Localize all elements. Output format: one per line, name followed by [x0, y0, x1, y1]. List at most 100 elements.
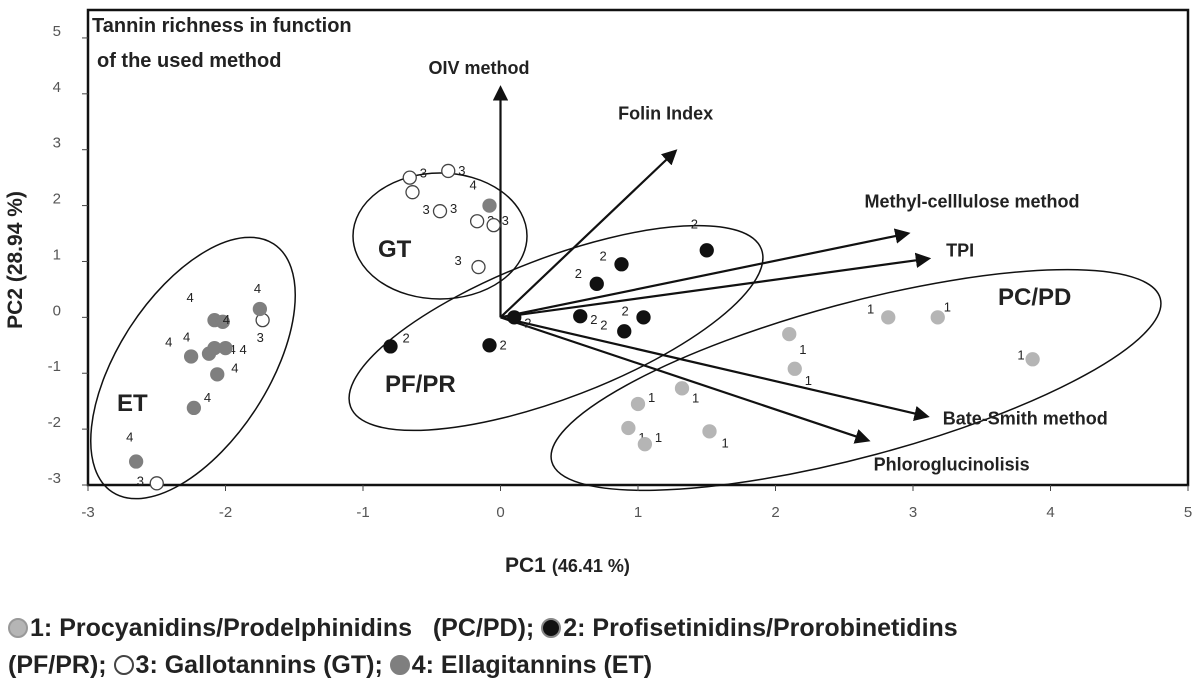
point-series-1 [621, 420, 636, 436]
vector-label: Bate-Smith method [943, 408, 1108, 428]
point-label: 3 [455, 253, 462, 268]
point-label: 4 [165, 334, 172, 349]
legend-swatch-et [389, 655, 410, 675]
point-series-2 [573, 309, 588, 324]
point-series-3 [486, 217, 501, 233]
point-series-2 [617, 324, 632, 339]
group-ellipse-et [90, 236, 296, 500]
legend-line-2: (PF/PR); 3: Gallotannins (GT); 4: Ellagi… [8, 647, 1198, 684]
group-label-gt: GT [378, 236, 412, 263]
point-series-1 [630, 396, 646, 412]
point-series-3 [469, 214, 485, 229]
point-series-1 [881, 310, 896, 325]
legend-item-pc-pd: 1: Procyanidins/Prodelphinidins (PC/PD); [8, 614, 534, 642]
x-axis-label-pct: (46.41 %) [552, 556, 630, 576]
point-label: 1 [655, 430, 662, 445]
y-tick-label: 4 [53, 79, 61, 96]
legend-item-et: 4: Ellagitannins (ET) [389, 651, 653, 679]
vector-label: Folin Index [618, 103, 713, 123]
point-label: 3 [423, 202, 430, 217]
loading-vector [500, 316, 871, 444]
point-label: 3 [257, 330, 264, 345]
y-tick-label: 1 [53, 246, 61, 263]
point-series-4 [128, 454, 144, 469]
point-label: 3 [420, 166, 427, 181]
point-series-2 [614, 257, 629, 272]
point-label: 4 [254, 281, 261, 296]
point-series-2 [507, 310, 522, 325]
y-tick-label: 2 [53, 191, 61, 208]
vector-label: TPI [946, 241, 974, 261]
legend-item-pf-pr: 2: Profisetinidins/Prorobinetidins [541, 614, 958, 642]
point-label: 4 [223, 312, 230, 327]
x-tick-label: -2 [219, 504, 232, 521]
point-label: 4 [187, 290, 194, 305]
point-label: 1 [638, 430, 645, 445]
y-tick-label: -1 [48, 358, 61, 375]
point-label: 1 [799, 342, 806, 357]
point-label: 2 [600, 317, 607, 332]
x-tick-label: 4 [1046, 504, 1054, 521]
y-tick-label: 3 [53, 135, 61, 152]
point-label: 4 [470, 178, 477, 193]
legend: 1: Procyanidins/Prodelphinidins (PC/PD);… [8, 610, 1198, 684]
point-series-3 [441, 163, 456, 179]
y-tick-label: -2 [48, 414, 61, 431]
point-label: 3 [502, 213, 509, 228]
legend-text-et: Ellagitannins (ET) [440, 651, 653, 679]
legend-num-1: 1: [30, 614, 53, 642]
point-label: 1 [805, 373, 812, 388]
x-tick-label: -1 [356, 504, 369, 521]
point-label: 4 [183, 330, 190, 345]
point-label: 1 [648, 390, 655, 405]
point-series-1 [637, 437, 653, 452]
point-series-1 [702, 424, 717, 439]
point-label: 3 [458, 163, 465, 178]
point-label: 2 [575, 266, 582, 281]
point-series-3 [471, 259, 486, 275]
group-ellipse-pf-pr [348, 224, 764, 432]
point-series-3 [402, 170, 417, 185]
group-label-pc-pd: PC/PD [998, 284, 1071, 311]
point-label: 1 [1017, 347, 1024, 362]
point-series-1 [930, 310, 945, 325]
y-tick-label: -3 [48, 470, 61, 487]
y-tick-label: 0 [53, 302, 61, 319]
point-series-4 [252, 301, 268, 317]
legend-text-gt: Gallotannins (GT); [164, 651, 383, 679]
legend-num-3: 3: [135, 651, 158, 679]
point-series-3 [149, 476, 164, 491]
point-series-4 [218, 340, 233, 356]
legend-text-pf-pr-abbrev: (PF/PR); [8, 651, 114, 679]
group-label-pf-pr: PF/PR [385, 371, 456, 398]
point-series-2 [383, 339, 398, 354]
point-label: 4 [204, 390, 211, 405]
group-label-et: ET [117, 390, 148, 417]
chart-title-line-1: Tannin richness in function [92, 15, 352, 37]
point-label: 2 [622, 303, 629, 318]
loading-vector [500, 316, 930, 421]
point-series-2 [589, 276, 604, 291]
point-label: 1 [867, 301, 874, 316]
point-label: 2 [691, 216, 698, 231]
point-label: 4 [240, 342, 247, 357]
point-series-1 [787, 361, 802, 376]
group-ellipse-pc-pd [550, 268, 1162, 492]
point-series-4 [215, 314, 230, 329]
point-label: 1 [692, 390, 699, 405]
point-label: 4 [231, 360, 238, 375]
x-tick-label: 1 [634, 504, 642, 521]
point-series-4 [186, 400, 202, 416]
legend-text-pc-pd: Procyanidins/Prodelphinidins (PC/PD); [59, 614, 535, 642]
point-label: 2 [403, 330, 410, 345]
point-label: 1 [944, 299, 951, 314]
y-tick-label: 5 [53, 23, 61, 40]
x-tick-label: 0 [496, 504, 504, 521]
point-series-4 [482, 198, 497, 213]
vector-label: Phloroglucinolisis [874, 454, 1030, 474]
y-axis-label: PC2 (28.94 %) [4, 191, 27, 329]
chart-title-line-2: of the used method [97, 50, 281, 72]
x-tick-label: -3 [81, 504, 94, 521]
x-axis-label-name: PC1 [505, 554, 546, 577]
